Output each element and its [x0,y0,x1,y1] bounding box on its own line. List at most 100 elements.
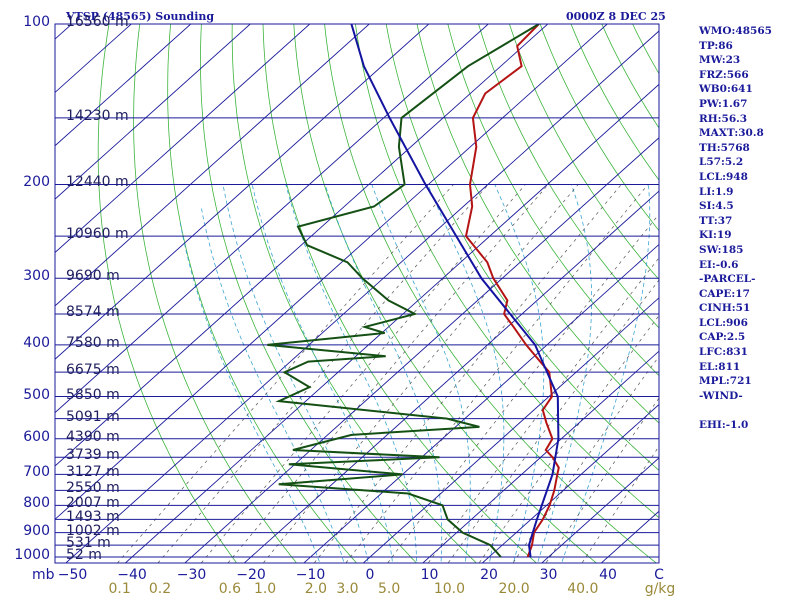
temperature-tick-label: −40 [117,567,147,583]
isotherm [55,24,192,147]
temperature-tick-label: −20 [236,567,266,583]
isotherm [55,24,549,467]
index-line: LFC:831 [699,346,748,359]
dry-adiabat [167,24,358,563]
pressure-tick-label: 500 [23,386,50,403]
temperature-trace [464,24,560,558]
index-line: PW:1.67 [699,97,748,110]
mixing-ratio-label: 3.0 [336,581,359,597]
isotherm [303,243,659,563]
moist-adiabat [494,184,545,563]
isotherm [541,457,659,563]
height-label: 12440 m [66,174,129,191]
height-label: 3127 m [66,464,120,481]
isotherm [243,190,659,563]
temperature-tick-label: 10 [420,567,439,583]
index-line: LCL:948 [699,170,748,183]
mixing-ratio-label: 2.0 [304,581,328,597]
isotherm [55,24,251,200]
temperature-tick-label: 40 [599,567,617,583]
mixing-ratio-label: 20.0 [498,581,530,597]
pressure-tick-label: 700 [23,464,50,481]
index-line: -WIND- [699,389,743,402]
pressure-tick-label: 300 [23,268,50,285]
mixing-ratio-unit: g/kg [644,581,676,597]
mixing-ratio-label: 0.6 [218,581,241,597]
indices-panel: WMO:48565 TP:86 MW:23 FRZ:566 WB0:641 PW:1.67… [699,24,799,433]
moist-adiabat [200,206,345,563]
index-line: MW:23 [699,54,741,67]
dry-adiabat [508,24,659,281]
mixing-ratio-line [157,184,489,563]
dry-adiabat [200,24,418,563]
valid-time: 0000Z 8 DEC 25 [566,10,666,23]
index-line: FRZ:566 [699,68,749,81]
index-line: TP:86 [699,39,733,52]
height-label: 3739 m [66,447,120,464]
index-line: TH:5768 [699,141,750,154]
isotherm [55,24,608,520]
moist-adiabat [537,184,593,563]
isotherm [55,24,370,307]
pressure-tick-label: 800 [23,495,50,512]
height-label: 1493 m [66,509,120,526]
temperature-tick-label: −30 [176,567,207,583]
index-line: WB0:641 [699,83,753,96]
isotherm [55,24,311,254]
index-line: SI:4.5 [699,200,734,213]
pressure-tick-label: 900 [23,522,50,539]
height-label: 9690 m [66,268,120,285]
height-label: 1002 m [66,522,120,539]
height-label: 8574 m [66,303,120,320]
dry-adiabat [133,24,298,563]
index-line: EL:811 [699,360,741,373]
height-label: 6675 m [66,362,120,379]
height-label: 14230 m [66,107,129,124]
mixing-ratio-line [387,213,659,563]
isotherm [481,403,659,563]
dewpoint-trace [267,24,540,558]
isotherm [184,137,659,563]
mixing-ratio-line [116,184,454,563]
height-label: 4390 m [66,428,120,445]
index-line: L57:5.2 [699,156,744,169]
temperature-tick-label: 30 [539,567,558,583]
index-line: EHI:-1.0 [699,419,749,432]
temperature-tick-label: 20 [480,567,498,583]
moist-adiabat [427,184,505,563]
plot-frame [54,23,660,564]
index-line: CINH:51 [699,302,751,315]
pressure-tick-label: 400 [23,334,50,351]
isotherm [65,30,659,563]
index-line: KI:19 [699,229,732,242]
isotherm [0,12,26,568]
dry-adiabat [416,24,659,424]
isotherm [55,24,489,414]
height-label: 10960 m [66,226,129,243]
mixing-ratio-label: 10.0 [433,581,466,597]
index-line: MPL:721 [699,375,752,388]
mixing-ratio-line [200,184,526,563]
station-title: VTSP (48565) Sounding [66,10,215,23]
dry-adiabat [324,24,657,563]
index-line: LI:1.9 [699,185,734,198]
pressure-tick-label: 100 [23,14,50,30]
x-unit-c: C [654,567,664,583]
parcel-trace [350,24,560,558]
dry-adiabat [385,24,659,471]
mixing-ratio-line [227,184,549,563]
index-line: TT:37 [699,214,733,227]
mixing-ratio-line [313,184,622,563]
index-line: EI:-0.6 [699,258,739,271]
index-line: LCL:906 [699,316,748,329]
mixing-ratio-line [262,184,579,563]
pressure-tick-label: 600 [23,428,50,445]
moist-adiabat [285,184,418,563]
mixing-ratio-line [427,257,659,563]
index-line: CAP:2.5 [699,331,746,344]
mixing-ratio-label: 40.0 [567,581,599,597]
index-line: SW:185 [699,243,744,256]
height-label: 5850 m [66,386,120,403]
